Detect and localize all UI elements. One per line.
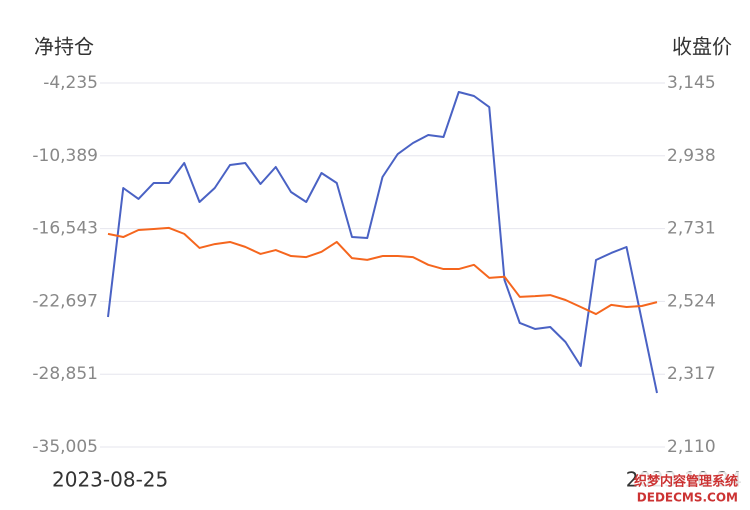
- y2-tick-label: 2,110: [667, 437, 716, 457]
- series-line: [107, 91, 658, 394]
- y-tick-label: -35,005: [32, 437, 98, 457]
- y-tick-label: -10,389: [32, 146, 98, 166]
- y2-axis-title: 收盘价: [672, 35, 732, 59]
- y2-tick-label: 2,731: [667, 219, 716, 239]
- watermark-bg: [640, 472, 750, 508]
- y-axis-title: 净持仓: [34, 35, 94, 59]
- y-tick-label: -28,851: [32, 364, 98, 384]
- y2-tick-label: 2,317: [667, 364, 716, 384]
- series-line: [107, 226, 658, 316]
- watermark: DEDECMS.COM: [637, 491, 738, 505]
- y2-tick-label: 3,145: [667, 73, 716, 93]
- y2-tick-label: 2,938: [667, 146, 716, 166]
- x-tick-label: 2023-08-25: [52, 468, 168, 492]
- y2-tick-label: 2,524: [667, 291, 716, 311]
- y-tick-label: -4,235: [43, 73, 98, 93]
- y-tick-label: -16,543: [32, 219, 98, 239]
- watermark: 织梦内容管理系统: [634, 474, 738, 490]
- y-tick-label: -22,697: [32, 291, 98, 311]
